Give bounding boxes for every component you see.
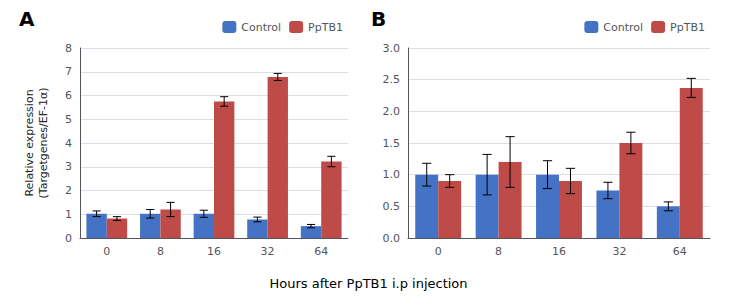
svg-text:0.0: 0.0 [383, 232, 401, 245]
svg-text:64: 64 [314, 245, 328, 258]
svg-text:0: 0 [103, 245, 110, 258]
svg-text:1.5: 1.5 [383, 137, 401, 150]
svg-text:(Targetgenes/EF-1α): (Targetgenes/EF-1α) [37, 87, 50, 198]
svg-text:7: 7 [65, 65, 72, 78]
svg-text:32: 32 [612, 245, 626, 258]
svg-text:A: A [19, 7, 35, 31]
svg-text:Hours after PpTB1 i.p injectio: Hours after PpTB1 i.p injection [269, 276, 467, 291]
svg-text:4: 4 [65, 137, 72, 150]
svg-text:64: 64 [673, 245, 687, 258]
svg-text:0.5: 0.5 [383, 200, 401, 213]
svg-text:0: 0 [65, 232, 72, 245]
svg-text:6: 6 [65, 89, 72, 102]
svg-text:1: 1 [65, 208, 72, 221]
svg-text:8: 8 [495, 245, 502, 258]
svg-text:1.0: 1.0 [383, 168, 401, 181]
svg-text:Relative expression: Relative expression [23, 89, 36, 196]
svg-text:32: 32 [261, 245, 275, 258]
svg-text:5: 5 [65, 113, 72, 126]
svg-text:Control: Control [241, 21, 281, 34]
svg-text:B: B [371, 7, 386, 31]
svg-text:2: 2 [65, 184, 72, 197]
svg-text:2.5: 2.5 [383, 73, 401, 86]
svg-text:3.0: 3.0 [383, 42, 401, 55]
svg-text:2.0: 2.0 [383, 105, 401, 118]
svg-text:8: 8 [65, 42, 72, 55]
svg-text:PpTB1: PpTB1 [308, 21, 343, 34]
svg-text:16: 16 [207, 245, 221, 258]
svg-text:8: 8 [157, 245, 164, 258]
svg-text:3: 3 [65, 160, 72, 173]
svg-text:Control: Control [603, 21, 643, 34]
svg-text:16: 16 [552, 245, 566, 258]
svg-text:PpTB1: PpTB1 [670, 21, 705, 34]
svg-text:0: 0 [435, 245, 442, 258]
